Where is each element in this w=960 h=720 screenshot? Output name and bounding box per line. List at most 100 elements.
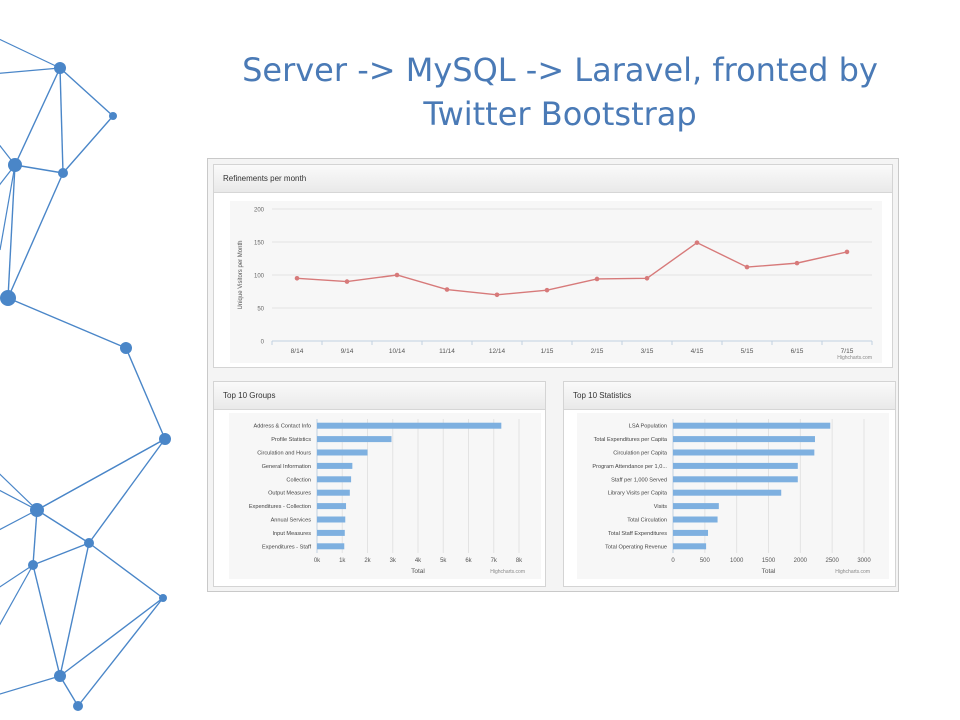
x-tick-label: 1/15 bbox=[541, 348, 554, 355]
category-label: Circulation per Capita bbox=[613, 451, 668, 457]
category-label: Annual Services bbox=[271, 518, 312, 524]
x-tick-label: 500 bbox=[700, 558, 711, 564]
category-label: Total Expenditures per Capita bbox=[594, 437, 668, 443]
data-point bbox=[394, 272, 400, 278]
x-tick-label: 8k bbox=[516, 558, 523, 564]
x-tick-label: 3k bbox=[390, 558, 397, 564]
bar bbox=[317, 489, 350, 496]
x-tick-label: 6/15 bbox=[791, 348, 804, 355]
network-edge bbox=[0, 144, 16, 166]
bar bbox=[317, 422, 502, 429]
bar bbox=[317, 516, 346, 523]
category-label: Total Operating Revenue bbox=[605, 544, 667, 550]
network-edge bbox=[14, 67, 61, 166]
slide-title-line-2: Twitter Bootstrap bbox=[423, 95, 697, 133]
dashboard-screenshot: Refinements per month 0 50 100 150 200 8/14 9/… bbox=[207, 158, 899, 592]
network-edge bbox=[32, 509, 38, 566]
data-point bbox=[444, 287, 450, 292]
network-node bbox=[84, 538, 94, 548]
bar bbox=[673, 476, 798, 483]
x-tick-label: 6k bbox=[465, 558, 472, 564]
category-label: Collection bbox=[286, 477, 311, 483]
data-point bbox=[544, 287, 550, 293]
network-edge bbox=[88, 438, 166, 544]
bar bbox=[317, 529, 345, 536]
x-tick-label: 2000 bbox=[794, 558, 808, 564]
data-point bbox=[844, 249, 850, 255]
bar bbox=[317, 462, 353, 469]
x-tick-label: 7/15 bbox=[841, 348, 854, 355]
x-tick-label: 5k bbox=[440, 558, 447, 564]
category-label: Expenditures - Collection bbox=[249, 504, 311, 510]
data-point bbox=[344, 279, 350, 284]
x-tick-label: 3000 bbox=[857, 558, 871, 564]
groups-panel-title: Top 10 Groups bbox=[214, 382, 545, 410]
data-point bbox=[794, 260, 800, 266]
y-tick-label: 150 bbox=[254, 241, 265, 247]
statistics-panel: Top 10 Statistics 0 500 1000 1500 2000 2500 30… bbox=[563, 381, 896, 587]
bar bbox=[673, 543, 707, 550]
refinements-line-chart: 0 50 100 150 200 8/14 9/14 10/14 11/14 12/14 1/15 2… bbox=[238, 208, 873, 361]
x-tick-label: 1k bbox=[339, 558, 346, 564]
category-label: Program Attendance per 1,0... bbox=[592, 464, 667, 470]
network-edge bbox=[7, 297, 127, 349]
bar bbox=[673, 529, 709, 536]
bar bbox=[673, 503, 719, 510]
network-node bbox=[109, 112, 117, 120]
category-label: Staff per 1,000 Served bbox=[611, 477, 667, 483]
network-edge bbox=[36, 438, 166, 511]
network-edge bbox=[77, 597, 164, 707]
bar bbox=[673, 516, 718, 523]
network-node bbox=[28, 560, 38, 570]
network-node bbox=[73, 701, 83, 711]
x-tick-label: 12/14 bbox=[489, 348, 506, 355]
data-point bbox=[294, 276, 300, 281]
network-edge bbox=[59, 542, 90, 677]
network-edge bbox=[0, 473, 38, 511]
x-tick-label: 3/15 bbox=[641, 348, 654, 355]
y-tick-label: 100 bbox=[254, 274, 265, 280]
x-tick-label: 1500 bbox=[762, 558, 776, 564]
network-edge bbox=[0, 164, 16, 186]
statistics-bar-chart: 0 500 1000 1500 2000 2500 3000 LSA Population To… bbox=[592, 419, 871, 575]
category-label: Profile Statistics bbox=[271, 437, 311, 443]
network-edge bbox=[59, 67, 114, 117]
category-label: LSA Population bbox=[629, 424, 667, 430]
bar bbox=[673, 462, 798, 469]
chart-credit: Highcharts.com bbox=[835, 569, 870, 575]
network-node bbox=[120, 342, 132, 354]
network-edge bbox=[0, 564, 34, 626]
data-point bbox=[744, 264, 750, 270]
network-edge bbox=[7, 172, 64, 299]
refinements-panel-title: Refinements per month bbox=[214, 165, 892, 193]
x-tick-label: 10/14 bbox=[389, 348, 406, 355]
x-tick-label: 2/15 bbox=[591, 348, 604, 355]
category-label: Circulation and Hours bbox=[257, 451, 311, 457]
slide-title-line-1: Server -> MySQL -> Laravel, fronted by bbox=[242, 51, 878, 89]
network-edge bbox=[0, 489, 38, 511]
network-edge bbox=[0, 67, 61, 74]
category-label: Output Measures bbox=[268, 491, 311, 497]
bar bbox=[317, 436, 392, 443]
network-edge bbox=[0, 675, 61, 695]
network-edge bbox=[32, 564, 61, 677]
bar bbox=[673, 489, 782, 496]
category-label: Address & Contact Info bbox=[253, 424, 311, 430]
groups-bar-chart: 0k 1k 2k 3k 4k 5k 6k 7k 8k Address & Contact Info… bbox=[249, 419, 525, 575]
network-edge bbox=[0, 564, 34, 588]
network-edge bbox=[88, 542, 164, 599]
network-edge bbox=[125, 347, 166, 440]
x-tick-label: 11/14 bbox=[439, 348, 455, 355]
network-edge bbox=[7, 164, 16, 299]
category-label: Expenditures - Staff bbox=[262, 544, 311, 550]
chart-credit: Highcharts.com bbox=[490, 569, 525, 575]
network-edge bbox=[59, 597, 164, 677]
y-axis-label: Unique Visitors per Month bbox=[238, 241, 244, 310]
x-tick-label: 2500 bbox=[825, 558, 839, 564]
y-tick-label: 0 bbox=[261, 340, 265, 346]
network-edge bbox=[32, 542, 90, 566]
network-node bbox=[159, 433, 171, 445]
network-node bbox=[0, 290, 16, 306]
data-point bbox=[494, 292, 500, 298]
network-edge bbox=[36, 509, 90, 544]
